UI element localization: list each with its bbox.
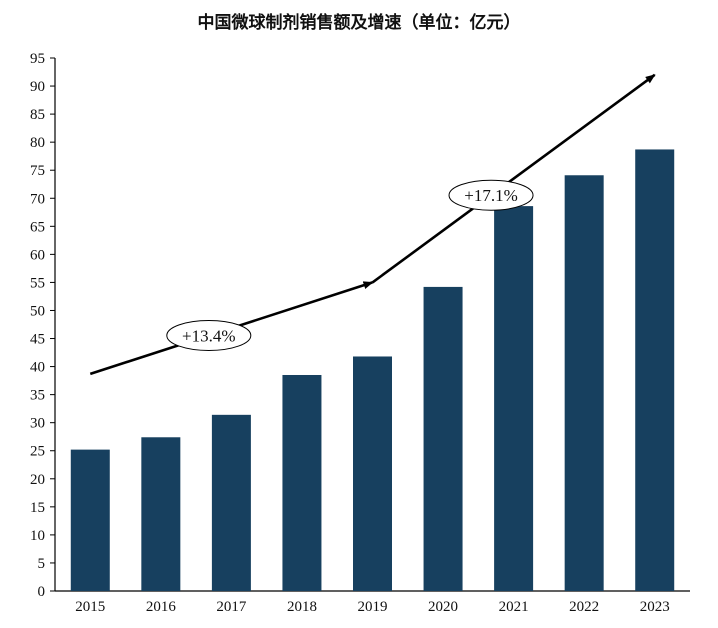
bar <box>494 206 534 591</box>
bar <box>141 437 181 591</box>
y-tick-label: 5 <box>38 556 46 572</box>
y-tick-label: 10 <box>30 528 45 544</box>
chart-title: 中国微球制剂销售额及增速（单位：亿元） <box>197 13 521 33</box>
y-tick-label: 95 <box>30 51 45 67</box>
y-tick-label: 75 <box>30 163 45 179</box>
y-tick-label: 80 <box>30 135 45 151</box>
x-tick-label: 2023 <box>640 599 670 615</box>
x-tick-label: 2018 <box>287 599 317 615</box>
x-tick-label: 2020 <box>428 599 458 615</box>
bars <box>70 149 675 591</box>
y-tick-label: 90 <box>30 79 45 95</box>
y-tick-label: 55 <box>30 275 45 291</box>
x-tick-label: 2017 <box>216 599 247 615</box>
bar <box>353 356 392 591</box>
y-tick-label: 60 <box>30 247 45 263</box>
y-tick-label: 25 <box>30 444 45 460</box>
growth-label-ellipse <box>166 319 252 351</box>
x-tick-label: 2021 <box>499 599 529 615</box>
y-tick-label: 50 <box>30 303 45 319</box>
y-tick-label: 20 <box>30 472 45 488</box>
x-tick-label: 2019 <box>358 599 388 615</box>
bar <box>564 175 604 591</box>
y-tick-label: 85 <box>30 107 45 123</box>
y-axis: 0 5 10 15 20 25 30 35 40 45 50 55 60 65 70 75 80 85 90 95 <box>30 51 56 600</box>
y-tick-label: 0 <box>38 584 46 600</box>
growth-arrow <box>371 73 656 284</box>
x-tick-label: 2015 <box>75 599 105 615</box>
x-tick-label: 2016 <box>146 599 177 615</box>
y-tick-label: 30 <box>30 416 45 432</box>
bar <box>70 449 110 591</box>
y-tick-label: 35 <box>30 388 45 404</box>
x-axis: 2015 2016 2017 2018 2019 2020 2021 2022 2023 <box>55 590 690 615</box>
y-tick-label: 40 <box>30 360 45 376</box>
growth-label: +17.1% <box>464 186 518 205</box>
bar <box>282 374 322 591</box>
y-tick-label: 65 <box>30 219 45 235</box>
y-tick-label: 15 <box>30 500 45 516</box>
growth-label-ellipse <box>448 179 534 211</box>
y-tick-label: 70 <box>30 191 45 207</box>
growth-annotations: +13.4% +17.1% <box>89 73 656 376</box>
growth-label: +13.4% <box>182 326 236 345</box>
y-tick-label: 45 <box>30 332 45 348</box>
bar <box>211 414 251 591</box>
bar <box>635 149 675 591</box>
x-tick-label: 2022 <box>569 599 599 615</box>
bar <box>423 286 463 591</box>
